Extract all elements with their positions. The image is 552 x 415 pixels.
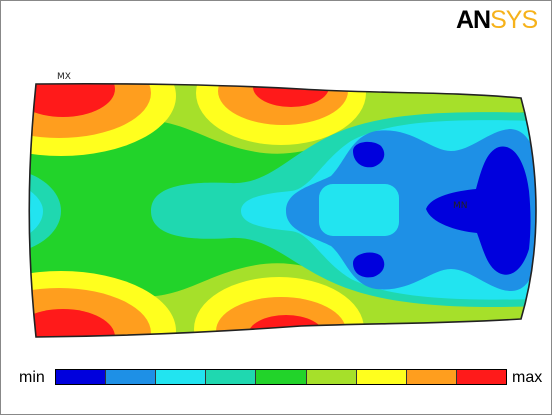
legend-swatch-4 bbox=[206, 370, 257, 384]
legend-colorbar bbox=[55, 369, 507, 385]
band-cyan-island bbox=[319, 184, 399, 236]
legend-max-label: max bbox=[512, 369, 543, 386]
min-marker: MN bbox=[453, 201, 468, 211]
band-red-bottom-left bbox=[29, 309, 115, 337]
legend-swatch-7 bbox=[356, 370, 407, 384]
band-red-bottom-mid bbox=[248, 315, 324, 337]
band-blue bbox=[286, 129, 536, 291]
contour-bands bbox=[29, 83, 536, 337]
legend-swatch-9 bbox=[456, 370, 506, 384]
legend-swatch-1 bbox=[56, 370, 107, 384]
band-cyan-left bbox=[29, 186, 43, 238]
legend-swatch-2 bbox=[106, 370, 157, 384]
band-darkblue-right bbox=[426, 146, 531, 275]
ansys-logo: ANSYS bbox=[456, 5, 538, 35]
legend-swatch-3 bbox=[156, 370, 207, 384]
band-darkblue-bottom bbox=[353, 252, 385, 278]
ansys-logo-text-dark: AN bbox=[456, 6, 491, 34]
plate-outline bbox=[28, 82, 537, 338]
legend-min-label: min bbox=[19, 369, 45, 386]
legend-swatch-6 bbox=[306, 370, 357, 384]
band-darkblue-top bbox=[353, 141, 385, 168]
band-red-top-left bbox=[29, 83, 115, 117]
max-marker: MX bbox=[57, 72, 71, 82]
legend-swatch-8 bbox=[406, 370, 457, 384]
legend-swatch-5 bbox=[256, 370, 307, 384]
ansys-logo-text-accent: SYS bbox=[490, 6, 538, 34]
